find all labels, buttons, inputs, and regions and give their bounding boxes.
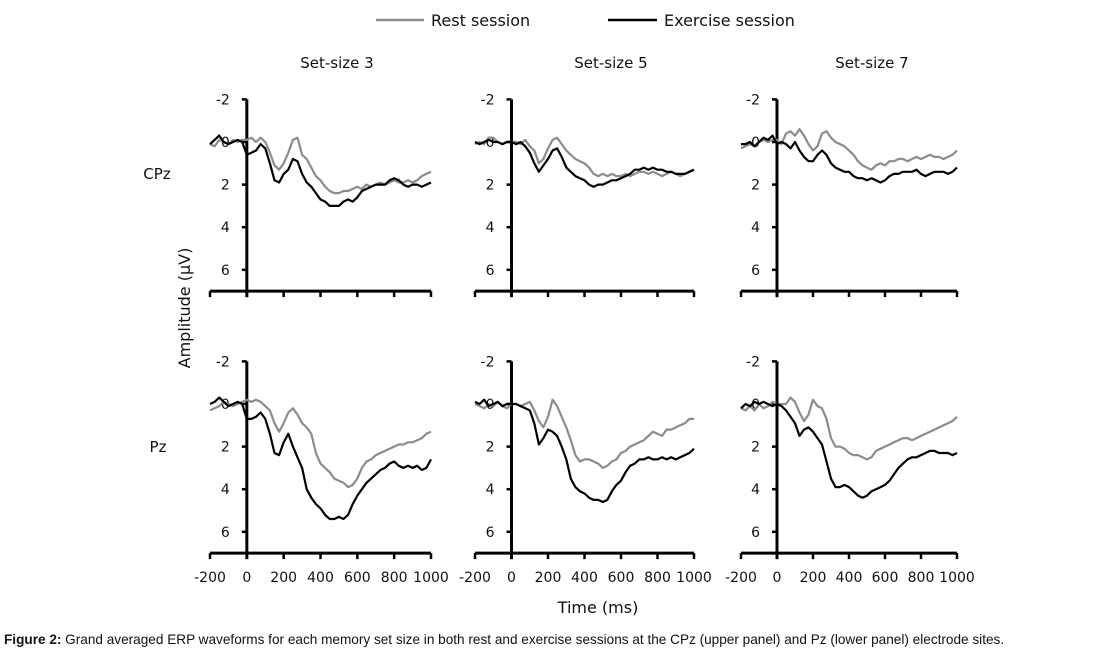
y-tick-label: 2 bbox=[486, 440, 495, 456]
panel-cpz-set-size-7: -2 0 2 4 6 bbox=[739, 92, 959, 298]
legend-label-exercise: Exercise session bbox=[664, 11, 795, 30]
x-tick-label: 1000 bbox=[413, 570, 449, 586]
x-tick-label: 800 bbox=[644, 570, 671, 586]
y-tick-label: 2 bbox=[751, 178, 760, 194]
x-tick-label: 600 bbox=[872, 570, 899, 586]
y-tick-label: 6 bbox=[751, 525, 760, 541]
x-tick-label: 0 bbox=[507, 570, 516, 586]
series-line-exercise bbox=[474, 398, 695, 504]
x-tick-label: -200 bbox=[725, 570, 757, 586]
column-title-set-size-7: Set-size 7 bbox=[835, 54, 908, 72]
y-tick-label: 0 bbox=[751, 397, 760, 413]
x-axis-title: Time (ms) bbox=[557, 598, 639, 617]
x-tick-label: 400 bbox=[307, 570, 334, 586]
y-tick-label: 6 bbox=[486, 525, 495, 541]
x-tick-label: 800 bbox=[381, 570, 408, 586]
y-tick-label: 2 bbox=[221, 178, 230, 194]
series-line-exercise bbox=[209, 396, 432, 521]
y-tick-label: 6 bbox=[221, 525, 230, 541]
y-tick-label: 0 bbox=[486, 135, 495, 151]
row-label-cpz: CPz bbox=[143, 165, 171, 183]
y-tick-label: 6 bbox=[486, 263, 495, 279]
x-tick-label: 200 bbox=[800, 570, 827, 586]
x-tick-label: 0 bbox=[242, 570, 251, 586]
legend: Rest session Exercise session bbox=[376, 11, 795, 30]
x-tick-label: 400 bbox=[571, 570, 598, 586]
y-tick-label: -2 bbox=[746, 354, 760, 370]
x-tick-label: 1000 bbox=[939, 570, 975, 586]
x-tick-label: -200 bbox=[194, 570, 226, 586]
series-line-exercise bbox=[741, 134, 958, 184]
x-tick-label: -200 bbox=[459, 570, 491, 586]
series-line-rest bbox=[740, 128, 958, 171]
series-line-exercise bbox=[740, 400, 958, 499]
y-tick-label: 2 bbox=[486, 178, 495, 194]
y-tick-label: 4 bbox=[751, 482, 760, 498]
series-line-exercise bbox=[209, 134, 432, 207]
y-tick-label: 4 bbox=[486, 220, 495, 236]
erp-figure: Rest session Exercise session Set-size 3… bbox=[143, 11, 975, 617]
series-line-rest bbox=[209, 398, 432, 489]
y-tick-label: -2 bbox=[216, 92, 230, 108]
row-label-pz: Pz bbox=[150, 438, 167, 456]
figure-caption: Figure 2: Grand averaged ERP waveforms f… bbox=[4, 632, 1004, 647]
y-tick-label: 2 bbox=[751, 440, 760, 456]
x-tick-label: 800 bbox=[908, 570, 935, 586]
y-tick-label: 6 bbox=[751, 263, 760, 279]
y-tick-label: -2 bbox=[746, 92, 760, 108]
x-tick-label: 1000 bbox=[676, 570, 712, 586]
caption-text: Grand averaged ERP waveforms for each me… bbox=[61, 632, 1005, 647]
y-tick-label: 4 bbox=[221, 220, 230, 236]
x-tick-label: 0 bbox=[773, 570, 782, 586]
y-tick-label: 4 bbox=[751, 220, 760, 236]
y-tick-label: 2 bbox=[221, 440, 230, 456]
column-title-set-size-5: Set-size 5 bbox=[574, 54, 647, 72]
series-line-exercise bbox=[474, 138, 695, 188]
panel-cpz-set-size-5: -2 0 2 4 6 bbox=[473, 92, 696, 298]
column-title-set-size-3: Set-size 3 bbox=[300, 54, 373, 72]
y-tick-label: -2 bbox=[216, 354, 230, 370]
legend-label-rest: Rest session bbox=[431, 11, 530, 30]
panel-pz-set-size-3: -2 0 2 4 6 -200 0 200 400 600 800 1000 bbox=[194, 354, 449, 586]
y-tick-label: 0 bbox=[751, 135, 760, 151]
x-tick-label: 400 bbox=[836, 570, 863, 586]
x-tick-label: 200 bbox=[535, 570, 562, 586]
series-line-rest bbox=[209, 136, 432, 195]
caption-label: Figure 2: bbox=[4, 632, 62, 647]
y-tick-label: 4 bbox=[221, 482, 230, 498]
panel-pz-set-size-7: -2 0 2 4 6 -200 0 200 400 600 800 1000 bbox=[725, 354, 975, 586]
x-tick-label: 600 bbox=[344, 570, 371, 586]
y-tick-label: 0 bbox=[221, 397, 230, 413]
y-tick-label: -2 bbox=[481, 354, 495, 370]
y-tick-label: -2 bbox=[481, 92, 495, 108]
x-tick-label: 200 bbox=[270, 570, 297, 586]
y-tick-label: 6 bbox=[221, 263, 230, 279]
y-tick-label: 4 bbox=[486, 482, 495, 498]
y-axis-title: Amplitude (µV) bbox=[175, 248, 194, 369]
x-tick-label: 600 bbox=[608, 570, 635, 586]
